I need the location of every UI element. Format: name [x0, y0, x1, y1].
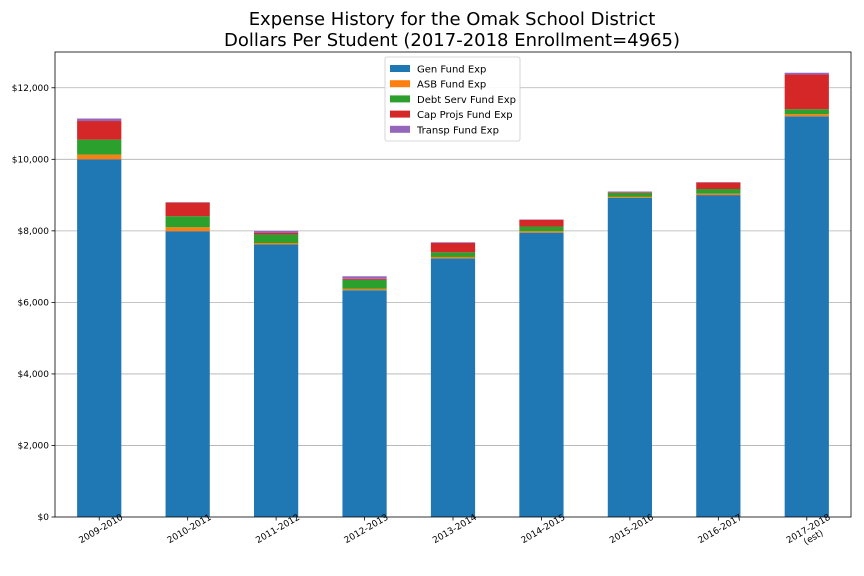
bar-segment-transp-fund-exp	[342, 276, 387, 279]
bar-segment-transp-fund-exp	[77, 118, 122, 122]
bar-segment-asb-fund-exp	[784, 114, 829, 117]
y-tick-label: $6,000	[18, 298, 50, 308]
x-tick-label-text: 2014-2015	[519, 513, 566, 546]
bar-segment-gen-fund-exp	[77, 159, 122, 518]
x-tick-label: 2012-2013	[343, 513, 390, 546]
bar-segment-gen-fund-exp	[342, 290, 387, 517]
bar-segment-debt-serv-fund-exp	[519, 226, 564, 232]
chart-title-line-2: Dollars Per Student (2017-2018 Enrollmen…	[224, 30, 680, 51]
y-tick-label: $2,000	[18, 441, 50, 451]
legend-swatch	[390, 65, 410, 72]
x-tick-label-line: 2010-2011	[166, 513, 213, 546]
bar-segment-debt-serv-fund-exp	[607, 192, 652, 197]
bar-segment-gen-fund-exp	[430, 258, 476, 517]
bar-segment-gen-fund-exp	[254, 244, 299, 517]
y-tick-label: $0	[38, 513, 50, 523]
x-tick-label-text: 2010-2011	[166, 513, 213, 546]
bar-segment-debt-serv-fund-exp	[254, 234, 299, 244]
legend-label: ASB Fund Exp	[417, 80, 486, 91]
x-tick-label-line: 2011-2012	[254, 513, 301, 546]
x-tick-label-line: 2016-2017	[696, 513, 743, 546]
x-tick-label: 2014-2015	[519, 513, 566, 546]
bar-segment-cap-projs-fund-exp	[430, 243, 476, 253]
bar-segment-debt-serv-fund-exp	[696, 188, 741, 194]
bar-segment-transp-fund-exp	[254, 230, 299, 233]
legend-box	[384, 56, 521, 142]
legend: Gen Fund Exp ASB Fund Exp Debt Serv Fund E…	[384, 56, 521, 142]
legend-label: Debt Serv Fund Exp	[417, 95, 516, 106]
legend-label: Gen Fund Exp	[417, 65, 486, 76]
legend-swatch	[390, 80, 410, 88]
bar-segment-asb-fund-exp	[165, 227, 210, 232]
legend-swatch	[390, 110, 410, 118]
y-tick-label: $10,000	[12, 155, 49, 165]
bar-segment-transp-fund-exp	[607, 191, 652, 193]
bar-segment-cap-projs-fund-exp	[519, 219, 564, 227]
bar-segment-cap-projs-fund-exp	[784, 74, 829, 110]
legend-swatch	[390, 125, 410, 133]
x-tick-label-line: 2012-2013	[343, 513, 390, 546]
bar-segment-transp-fund-exp	[784, 72, 829, 75]
bar-segment-cap-projs-fund-exp	[342, 278, 387, 280]
y-tick-label: $12,000	[12, 84, 49, 94]
bar-segment-debt-serv-fund-exp	[165, 216, 210, 228]
x-tick-label-text: 2017-2018(est)	[785, 512, 838, 554]
bar-segment-cap-projs-fund-exp	[607, 192, 652, 193]
bar-segment-gen-fund-exp	[165, 231, 210, 517]
x-tick-label: 2017-2018(est)	[785, 512, 838, 554]
bar-segment-asb-fund-exp	[430, 256, 476, 259]
bar-segment-cap-projs-fund-exp	[77, 121, 122, 140]
bar-segment-cap-projs-fund-exp	[254, 232, 299, 235]
chart-title-line-1: Expense History for the Omak School Dist…	[249, 9, 656, 30]
bar-segment-asb-fund-exp	[607, 196, 652, 198]
bar-segment-asb-fund-exp	[254, 243, 299, 245]
bar-segment-debt-serv-fund-exp	[342, 279, 387, 289]
bar-segment-gen-fund-exp	[696, 195, 741, 518]
x-tick-label-text: 2016-2017	[696, 513, 743, 546]
bar-segment-debt-serv-fund-exp	[430, 252, 476, 257]
bar-segment-asb-fund-exp	[696, 193, 741, 196]
bars	[77, 72, 829, 518]
x-tick-label: 2016-2017	[696, 513, 743, 546]
x-tick-label-text: 2012-2013	[343, 513, 390, 546]
bar-segment-asb-fund-exp	[342, 288, 387, 291]
y-tick-label: $8,000	[18, 227, 50, 237]
bar-segment-asb-fund-exp	[77, 154, 122, 160]
legend-label: Cap Projs Fund Exp	[417, 110, 513, 121]
bar-segment-gen-fund-exp	[607, 197, 652, 517]
bar-segment-transp-fund-exp	[430, 242, 476, 244]
bar-segment-gen-fund-exp	[784, 116, 829, 517]
bar-segment-gen-fund-exp	[519, 232, 564, 517]
legend-label: Transp Fund Exp	[416, 125, 499, 136]
bar-segment-debt-serv-fund-exp	[77, 139, 122, 155]
x-tick-label-text: 2011-2012	[254, 513, 301, 546]
bar-segment-cap-projs-fund-exp	[165, 202, 210, 217]
x-tick-label: 2010-2011	[166, 513, 213, 546]
legend-swatch	[390, 95, 410, 103]
chart-title: Expense History for the Omak School Dist…	[224, 9, 680, 51]
bar-segment-asb-fund-exp	[519, 231, 564, 233]
bar-segment-cap-projs-fund-exp	[696, 182, 741, 189]
x-tick-label-line: 2014-2015	[519, 513, 566, 546]
x-tick-label: 2011-2012	[254, 513, 301, 546]
y-tick-label: $4,000	[18, 370, 50, 380]
bar-segment-debt-serv-fund-exp	[784, 109, 829, 115]
